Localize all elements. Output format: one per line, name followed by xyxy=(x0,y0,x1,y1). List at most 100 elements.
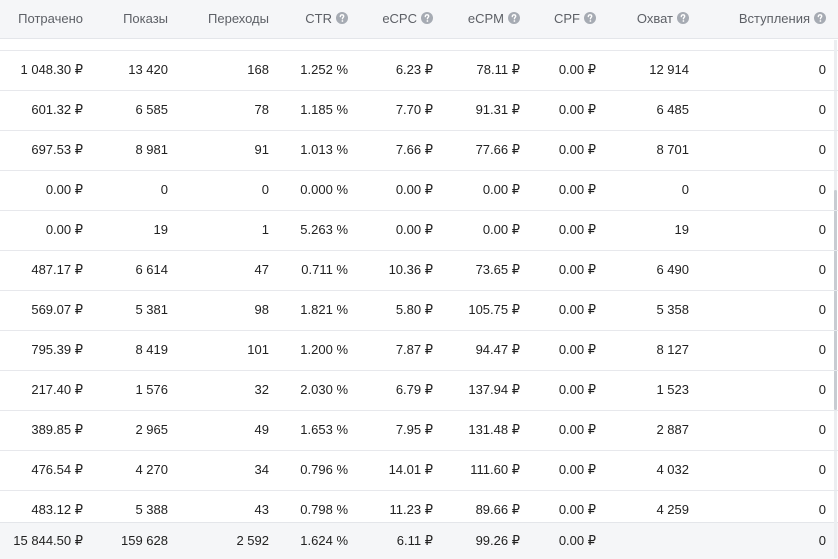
column-header[interactable]: Потрачено xyxy=(18,11,83,26)
column-header[interactable]: eCPM xyxy=(467,11,504,26)
table-cell: 6 490 xyxy=(656,262,689,277)
table-cell: 0.00 ₽ xyxy=(45,182,83,197)
table-cell: 2.030 % xyxy=(300,382,348,397)
total-cell: 159 628 xyxy=(121,533,168,548)
table-cell: 101 xyxy=(247,342,269,357)
table-cell: 217.40 ₽ xyxy=(31,382,83,397)
row-border xyxy=(0,450,838,451)
table-cell: 7.87 ₽ xyxy=(395,342,433,357)
table-cell: 0 xyxy=(160,182,168,197)
row-border xyxy=(0,250,838,251)
help-icon[interactable] xyxy=(421,12,433,24)
help-icon[interactable] xyxy=(336,12,348,24)
table-cell: 5 381 xyxy=(135,302,168,317)
table-cell: 1 xyxy=(261,222,269,237)
table-cell: 89.66 ₽ xyxy=(475,502,520,517)
total-cell: 2 592 xyxy=(236,533,269,548)
table-cell: 1 523 xyxy=(656,382,689,397)
row-border xyxy=(0,90,838,91)
column-header[interactable]: CTR xyxy=(305,11,332,26)
total-cell: 0.00 ₽ xyxy=(558,533,596,548)
table-cell: 131.48 ₽ xyxy=(468,422,520,437)
row-border xyxy=(0,410,838,411)
table-cell: 0.00 ₽ xyxy=(558,102,596,117)
table-cell: 0 xyxy=(818,462,826,477)
table-cell: 10.36 ₽ xyxy=(388,262,433,277)
table-cell: 1.252 % xyxy=(300,62,348,77)
table-cell: 2 887 xyxy=(656,422,689,437)
table-cell: 483.12 ₽ xyxy=(31,502,83,517)
table-cell: 5 388 xyxy=(135,502,168,517)
column-header[interactable]: Вступления xyxy=(738,11,810,26)
table-cell: 94.47 ₽ xyxy=(475,342,520,357)
help-icon[interactable] xyxy=(508,12,520,24)
table-cell: 8 701 xyxy=(656,142,689,157)
table-cell: 0.000 % xyxy=(300,182,348,197)
table-cell: 6 614 xyxy=(135,262,168,277)
column-header[interactable]: eCPC xyxy=(382,11,417,26)
table-cell: 0.00 ₽ xyxy=(395,182,433,197)
table-cell: 0 xyxy=(818,422,826,437)
table-cell: 0.00 ₽ xyxy=(558,342,596,357)
total-cell: 1.624 % xyxy=(300,533,348,548)
table-cell: 6 585 xyxy=(135,102,168,117)
table-cell: 7.70 ₽ xyxy=(395,102,433,117)
table-cell: 4 259 xyxy=(656,502,689,517)
table-cell: 1 576 xyxy=(135,382,168,397)
table-cell: 1.200 % xyxy=(300,342,348,357)
table-cell: 4 270 xyxy=(135,462,168,477)
column-header[interactable]: CPF xyxy=(554,11,580,26)
help-icon[interactable] xyxy=(584,12,596,24)
table-cell: 5 358 xyxy=(656,302,689,317)
table-cell: 0.00 ₽ xyxy=(482,182,520,197)
table-cell: 601.32 ₽ xyxy=(31,102,83,117)
table-cell: 47 xyxy=(254,262,269,277)
table-cell: 0 xyxy=(818,62,826,77)
table-cell: 77.66 ₽ xyxy=(475,142,520,157)
table-cell: 0.00 ₽ xyxy=(45,222,83,237)
table-cell: 2 965 xyxy=(135,422,168,437)
table-cell: 0 xyxy=(818,302,826,317)
table-cell: 5.263 % xyxy=(300,222,348,237)
table-cell: 0.00 ₽ xyxy=(558,222,596,237)
table-cell: 0.796 % xyxy=(300,462,348,477)
table-cell: 0 xyxy=(818,262,826,277)
table-cell: 0.00 ₽ xyxy=(558,182,596,197)
table-cell: 569.07 ₽ xyxy=(31,302,83,317)
table-cell: 19 xyxy=(153,222,168,237)
table-cell: 0.00 ₽ xyxy=(558,422,596,437)
table-cell: 91 xyxy=(254,142,269,157)
table-cell: 1 048.30 ₽ xyxy=(20,62,84,77)
row-border xyxy=(0,50,838,51)
table-header xyxy=(0,0,838,39)
table-cell: 0.798 % xyxy=(300,502,348,517)
table-cell: 13 420 xyxy=(128,62,168,77)
table-footer xyxy=(0,522,838,559)
column-header[interactable]: Показы xyxy=(123,11,168,26)
help-icon[interactable] xyxy=(677,12,689,24)
table-cell: 795.39 ₽ xyxy=(31,342,83,357)
table-cell: 1.821 % xyxy=(300,302,348,317)
column-header[interactable]: Переходы xyxy=(208,11,269,26)
table-cell: 0 xyxy=(261,182,269,197)
table-cell: 73.65 ₽ xyxy=(475,262,520,277)
column-header[interactable]: Охват xyxy=(636,11,673,26)
table-cell: 6 485 xyxy=(656,102,689,117)
table-cell: 0 xyxy=(818,222,826,237)
table-cell: 0 xyxy=(681,182,689,197)
table-cell: 78 xyxy=(254,102,269,117)
table-cell: 5.80 ₽ xyxy=(395,302,433,317)
table-cell: 111.60 ₽ xyxy=(470,462,520,477)
table-cell: 91.31 ₽ xyxy=(475,102,520,117)
help-icon[interactable] xyxy=(814,12,826,24)
table-cell: 43 xyxy=(254,502,269,517)
table-cell: 487.17 ₽ xyxy=(31,262,83,277)
table-cell: 0 xyxy=(818,182,826,197)
scrollbar-thumb[interactable] xyxy=(834,190,837,410)
table-cell: 105.75 ₽ xyxy=(468,302,520,317)
table-cell: 78.11 ₽ xyxy=(476,62,520,77)
table-cell: 8 419 xyxy=(135,342,168,357)
table-cell: 12 914 xyxy=(649,62,689,77)
table-cell: 0 xyxy=(818,382,826,397)
table-cell: 0 xyxy=(818,342,826,357)
